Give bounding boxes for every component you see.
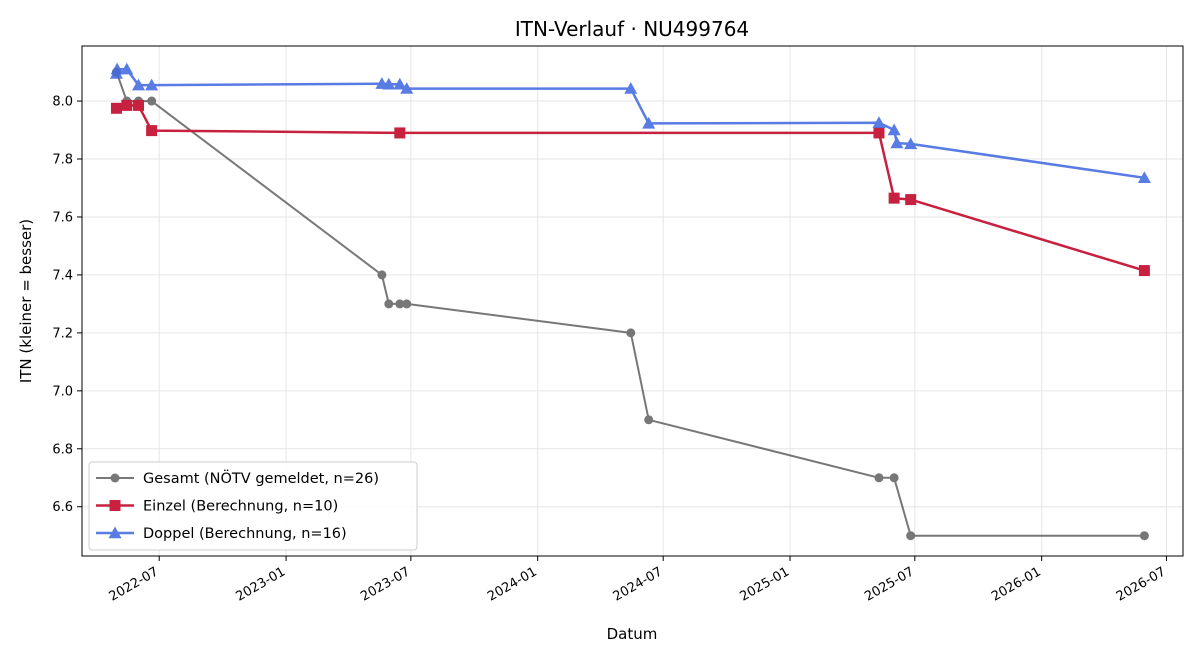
y-tick-label: 7.8 [52,153,73,168]
data-point [145,78,159,91]
legend: Gesamt (NÖTV gemeldet, n=26) Einzel (Bere… [88,461,418,551]
data-point [382,77,396,90]
data-point [147,96,157,106]
data-point [890,136,904,149]
data-point [395,299,405,309]
data-point [1139,531,1149,541]
legend-entry [96,473,134,483]
y-tick-label: 7.2 [52,326,73,341]
data-point [402,299,412,309]
data-point [110,62,124,75]
data-point [384,299,394,309]
data-point [874,473,884,483]
legend-entry [96,500,134,511]
data-point [626,328,636,338]
y-tick-label: 7.4 [52,268,73,283]
y-tick-label: 7.0 [52,384,73,399]
data-point [905,194,917,206]
data-point [889,473,899,483]
legend-label: Gesamt (NÖTV gemeldet, n=26) [143,469,379,487]
data-point [108,526,122,539]
plot-frame [81,45,1184,557]
data-point [644,415,654,425]
series-3 [109,62,1151,184]
data-point [1137,171,1151,184]
data-point [642,116,656,129]
data-point [904,137,918,150]
legend-label: Doppel (Berechnung, n=16) [143,526,347,542]
data-point [133,99,145,111]
y-tick-label: 7.6 [52,210,73,225]
data-point [888,192,900,204]
legend-entry [96,526,134,539]
data-point [393,77,407,90]
data-point [120,62,134,75]
data-point [394,127,406,139]
series-2 [110,99,1150,277]
data-point [110,102,122,114]
legend-box [88,461,418,551]
series-layer [109,62,1151,541]
data-point [624,82,638,94]
data-point [1138,265,1150,277]
data-point [109,500,121,511]
data-point [377,270,387,280]
chart-title: ITN-Verlauf · NU499764 [515,17,749,41]
data-point [906,531,916,541]
data-point [887,123,901,136]
y-tick-label: 6.8 [52,442,73,457]
data-point [146,125,158,137]
legend-label: Einzel (Berechnung, n=10) [143,499,338,515]
data-point [132,78,146,91]
x-axis-label: Datum [607,625,658,643]
y-tick-label: 8.0 [52,95,73,110]
y-tick-label: 6.6 [52,500,73,515]
data-point [121,99,133,111]
data-point [400,82,414,94]
data-point [110,473,120,483]
data-point [873,127,885,139]
data-point [872,116,886,128]
y-axis-label: ITN (kleiner = besser) [17,219,35,383]
